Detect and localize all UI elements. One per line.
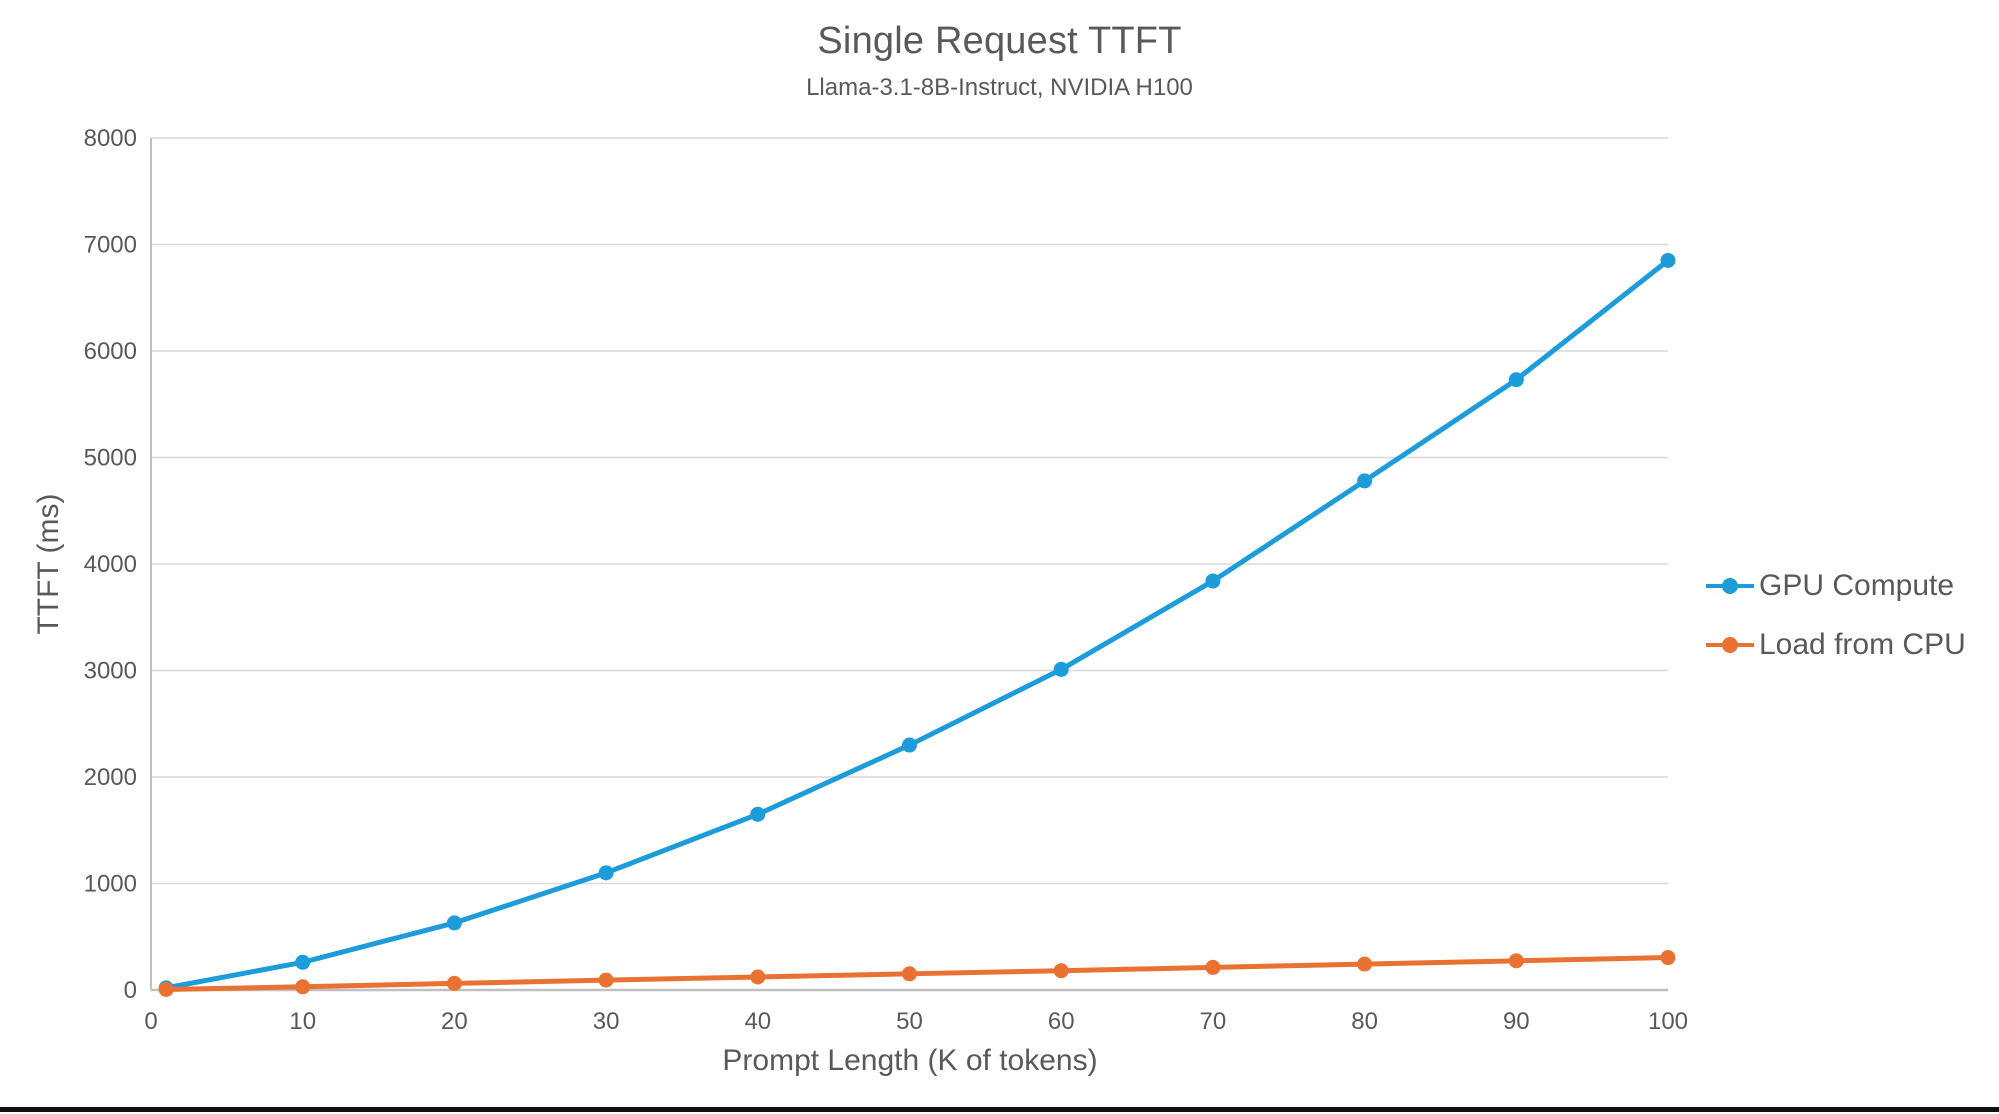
legend-item: GPU Compute bbox=[1706, 556, 1966, 615]
y-tick-label: 5000 bbox=[84, 445, 137, 472]
legend: GPU Compute Load from CPU bbox=[1706, 556, 1966, 674]
data-point bbox=[446, 915, 462, 931]
x-tick-label: 30 bbox=[593, 1008, 620, 1035]
data-point bbox=[1508, 953, 1524, 969]
y-tick-label: 4000 bbox=[84, 551, 137, 578]
window-bottom-edge bbox=[0, 1107, 1999, 1112]
series-line bbox=[163, 257, 1671, 991]
data-point bbox=[598, 972, 614, 988]
x-tick-label: 80 bbox=[1351, 1008, 1378, 1035]
data-point bbox=[902, 966, 917, 982]
series-line bbox=[163, 955, 1671, 992]
data-point bbox=[1357, 473, 1373, 489]
chart-subtitle: Llama-3.1-8B-Instruct, NVIDIA H100 bbox=[806, 74, 1193, 101]
y-tick-label: 8000 bbox=[84, 125, 137, 152]
data-point bbox=[1660, 252, 1676, 268]
data-point bbox=[1205, 959, 1221, 975]
data-point bbox=[598, 865, 614, 881]
x-tick-label: 90 bbox=[1503, 1008, 1530, 1035]
data-point bbox=[1660, 950, 1676, 966]
data-point bbox=[158, 981, 174, 997]
chart-title: Single Request TTFT bbox=[817, 20, 1182, 62]
legend-item: Load from CPU bbox=[1706, 615, 1966, 674]
y-tick-label: 1000 bbox=[84, 871, 137, 898]
x-tick-label: 40 bbox=[744, 1008, 771, 1035]
x-axis-title: Prompt Length (K of tokens) bbox=[722, 1044, 1098, 1077]
x-tick-label: 20 bbox=[441, 1008, 468, 1035]
data-point bbox=[446, 975, 462, 991]
legend-marker-icon bbox=[1706, 636, 1754, 653]
data-point bbox=[750, 969, 766, 985]
y-tick-label: 3000 bbox=[84, 658, 137, 685]
y-tick-label: 0 bbox=[124, 977, 137, 1004]
data-point bbox=[1053, 661, 1069, 677]
data-point bbox=[1205, 573, 1221, 589]
data-point bbox=[1508, 372, 1524, 388]
y-tick-label: 6000 bbox=[84, 338, 137, 365]
y-tick-label: 7000 bbox=[84, 232, 137, 259]
data-point bbox=[750, 806, 766, 822]
data-point bbox=[295, 979, 311, 995]
x-tick-label: 60 bbox=[1048, 1008, 1075, 1035]
x-tick-label: 100 bbox=[1648, 1008, 1688, 1035]
x-tick-label: 10 bbox=[289, 1008, 316, 1035]
x-tick-label: 70 bbox=[1200, 1008, 1227, 1035]
x-tick-label: 0 bbox=[144, 1008, 157, 1035]
x-tick-label: 50 bbox=[896, 1008, 923, 1035]
data-point bbox=[295, 954, 311, 970]
legend-label: GPU Compute bbox=[1759, 568, 1955, 602]
y-tick-label: 2000 bbox=[84, 764, 137, 791]
legend-marker-icon bbox=[1706, 577, 1754, 594]
data-point bbox=[1053, 963, 1069, 979]
data-point bbox=[902, 737, 917, 753]
legend-label: Load from CPU bbox=[1759, 627, 1966, 661]
data-point bbox=[1357, 956, 1373, 972]
